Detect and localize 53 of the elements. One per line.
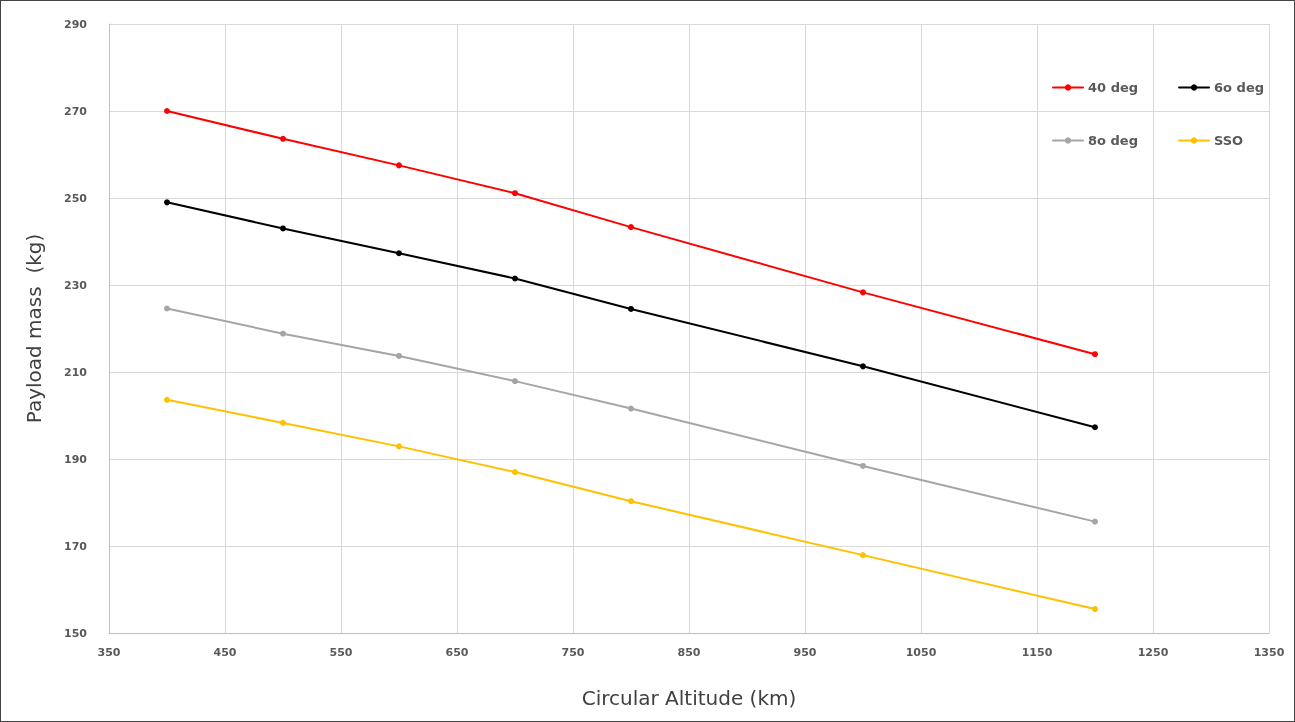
point: [280, 330, 286, 337]
point: [164, 199, 170, 206]
point: [280, 225, 286, 232]
y-tick-label: 190: [64, 452, 88, 466]
point: [164, 108, 170, 114]
point: [396, 352, 402, 359]
point: [396, 443, 402, 450]
point: [1092, 351, 1098, 358]
point: [512, 190, 518, 197]
x-tick-label: 750: [561, 646, 585, 659]
point: [628, 498, 634, 505]
x-tick-label: 1250: [1137, 646, 1169, 659]
legend-label: 40 deg: [1088, 80, 1139, 95]
x-tick-label: 850: [677, 646, 701, 659]
y-tick-label: 150: [64, 626, 88, 640]
y-tick-label: 290: [64, 17, 88, 31]
y-axis-title: Payload mass (kg): [22, 233, 46, 424]
point: [1092, 424, 1098, 431]
point: [164, 305, 170, 312]
y-tick-label: 170: [64, 539, 88, 553]
point: [860, 363, 866, 370]
x-tick-label: 1350: [1253, 646, 1285, 659]
point: [396, 250, 402, 257]
legend-label: 8o deg: [1088, 133, 1138, 148]
point: [280, 419, 286, 426]
point: [1092, 518, 1098, 525]
x-tick-label: 1150: [1021, 646, 1053, 659]
point: [512, 275, 518, 282]
point: [860, 462, 866, 469]
point: [628, 305, 634, 312]
y-tick-label: 270: [64, 104, 88, 118]
point: [628, 405, 634, 412]
legend-label: SSO: [1213, 133, 1244, 148]
point: [512, 378, 518, 385]
point: [512, 469, 518, 476]
point: [1092, 606, 1098, 613]
point: [164, 396, 170, 403]
point: [628, 224, 634, 231]
point: [280, 135, 286, 142]
x-tick-label: 450: [213, 646, 237, 659]
x-tick-label: 1050: [905, 646, 937, 659]
x-axis-title: Circular Altitude (km): [581, 686, 797, 710]
point: [396, 162, 402, 169]
legend-label: 6o deg: [1214, 80, 1265, 95]
y-tick-label: 210: [64, 365, 88, 379]
point: [860, 552, 866, 559]
x-tick-label: 650: [445, 646, 469, 659]
y-tick-label: 250: [64, 191, 88, 205]
y-tick-label: 230: [64, 278, 88, 292]
point: [860, 289, 866, 296]
x-tick-label: 950: [793, 646, 817, 659]
x-tick-label: 350: [97, 646, 121, 659]
x-tick-label: 550: [329, 646, 353, 659]
